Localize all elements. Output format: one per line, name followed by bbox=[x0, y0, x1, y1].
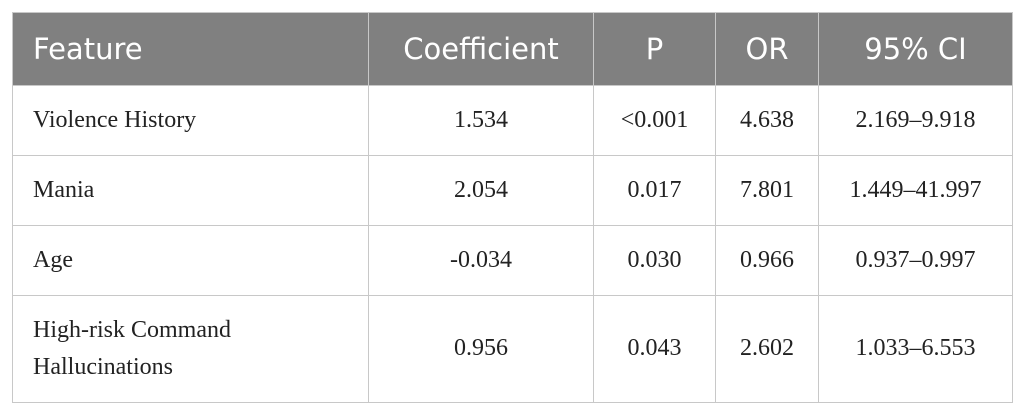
value-cell: 0.030 bbox=[593, 225, 716, 296]
value-cell: 1.449–41.997 bbox=[818, 155, 1013, 226]
feature-cell: High-risk Command Hallucinations bbox=[12, 295, 369, 403]
feature-cell: Age bbox=[12, 225, 369, 296]
value-cell: 0.937–0.997 bbox=[818, 225, 1013, 296]
feature-cell: Violence History bbox=[12, 85, 369, 156]
value-cell: 0.017 bbox=[593, 155, 716, 226]
results-table: Feature Coefficient P OR 95% CI Violence His… bbox=[12, 12, 1013, 403]
value-cell: -0.034 bbox=[368, 225, 594, 296]
value-cell: 1.033–6.553 bbox=[818, 295, 1013, 403]
header-cell: Feature bbox=[12, 12, 369, 86]
value-cell: <0.001 bbox=[593, 85, 716, 156]
header-cell: Coefficient bbox=[368, 12, 594, 86]
value-cell: 4.638 bbox=[715, 85, 819, 156]
value-cell: 0.966 bbox=[715, 225, 819, 296]
table-row: Violence History 1.534 <0.001 4.638 2.169–9.… bbox=[12, 85, 1013, 156]
feature-label: Violence History bbox=[33, 106, 197, 133]
value-cell: 0.956 bbox=[368, 295, 594, 403]
header-cell: 95% CI bbox=[818, 12, 1013, 86]
feature-label: High-risk Command Hallucinations bbox=[33, 316, 231, 380]
value-cell: 1.534 bbox=[368, 85, 594, 156]
table-row: High-risk Command Hallucinations 0.956 0.0… bbox=[12, 295, 1013, 403]
value-cell: 2.169–9.918 bbox=[818, 85, 1013, 156]
table-row: Mania 2.054 0.017 7.801 1.449–41.997 bbox=[12, 155, 1013, 226]
table-body: Violence History 1.534 <0.001 4.638 2.169–9.… bbox=[12, 85, 1013, 403]
feature-cell: Mania bbox=[12, 155, 369, 226]
value-cell: 2.602 bbox=[715, 295, 819, 403]
feature-label: Age bbox=[33, 246, 73, 273]
table-row: Age -0.034 0.030 0.966 0.937–0.997 bbox=[12, 225, 1013, 296]
header-cell: OR bbox=[715, 12, 819, 86]
header-cell: P bbox=[593, 12, 716, 86]
feature-label: Mania bbox=[33, 176, 95, 203]
value-cell: 0.043 bbox=[593, 295, 716, 403]
value-cell: 7.801 bbox=[715, 155, 819, 226]
value-cell: 2.054 bbox=[368, 155, 594, 226]
header-row: Feature Coefficient P OR 95% CI bbox=[12, 12, 1013, 86]
